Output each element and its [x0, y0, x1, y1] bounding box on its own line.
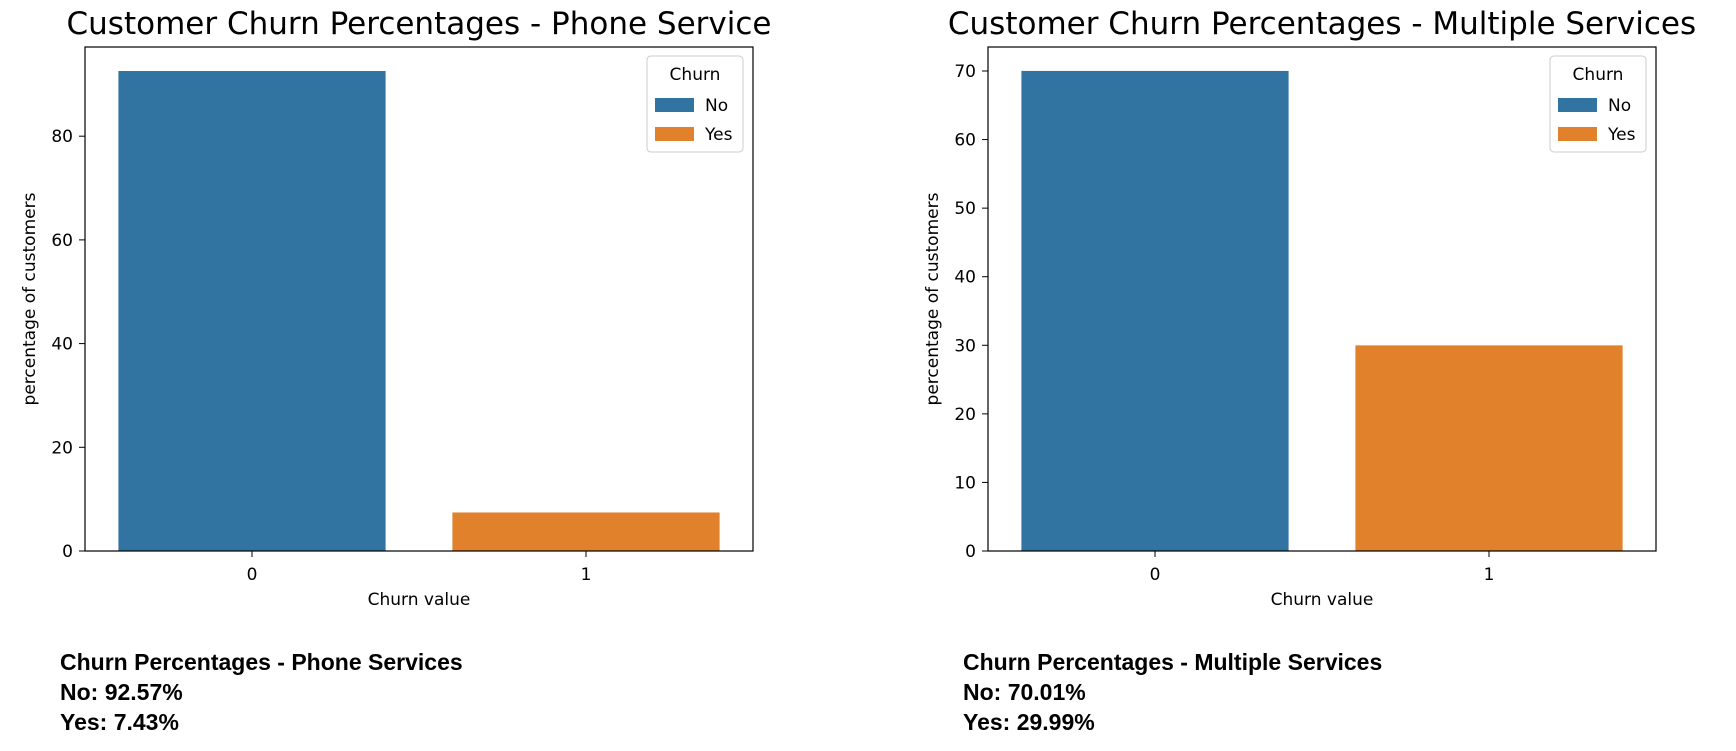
x-axis-label: Churn value	[1271, 590, 1374, 610]
y-tick-label: 0	[62, 542, 73, 562]
plot-frame	[84, 46, 754, 552]
y-tick-label: 50	[954, 199, 976, 219]
y-axis-label: percentage of customers	[923, 192, 943, 405]
y-tick-label: 30	[954, 336, 976, 356]
legend-entry-yes: Yes	[1607, 125, 1636, 145]
chart-1: Customer Churn Percentages - Multiple Se…	[923, 6, 1696, 610]
summary-phone-heading: Churn Percentages - Phone Services	[60, 649, 463, 675]
summary-phone-no: No: 92.57%	[60, 679, 183, 705]
y-tick-label: 70	[954, 62, 976, 82]
y-tick-label: 40	[51, 335, 73, 355]
x-tick-label: 0	[247, 565, 258, 585]
charts-canvas: Customer Churn Percentages - Phone Servi…	[20, 6, 1696, 610]
x-tick-label: 0	[1150, 565, 1161, 585]
y-tick-label: 60	[954, 131, 976, 151]
summary-phone: Churn Percentages - Phone Services No: 9…	[60, 647, 463, 737]
chart-title: Customer Churn Percentages - Phone Servi…	[67, 6, 772, 42]
legend-title: Churn	[670, 65, 721, 85]
summary-phone-yes: Yes: 7.43%	[60, 709, 179, 735]
chart-0: Customer Churn Percentages - Phone Servi…	[20, 6, 771, 610]
chart-title: Customer Churn Percentages - Multiple Se…	[948, 6, 1696, 42]
plot-frame	[987, 46, 1657, 552]
legend-swatch-no	[655, 98, 694, 112]
legend-entry-no: No	[1608, 96, 1631, 116]
y-axis-label: percentage of customers	[20, 192, 40, 405]
x-axis-label: Churn value	[368, 590, 471, 610]
legend: Churn No Yes	[646, 55, 744, 153]
y-tick-label: 80	[51, 127, 73, 147]
x-tick-label: 1	[581, 565, 592, 585]
bar-no-0	[1021, 70, 1289, 551]
y-tick-label: 40	[954, 268, 976, 288]
y-tick-label: 20	[51, 438, 73, 458]
bar-no-0	[118, 71, 386, 551]
legend-title: Churn	[1573, 65, 1624, 85]
legend-swatch-yes	[655, 127, 694, 141]
y-tick-label: 0	[965, 542, 976, 562]
summary-multiple-no: No: 70.01%	[963, 679, 1086, 705]
bar-yes-1	[1355, 345, 1623, 551]
y-tick-label: 60	[51, 231, 73, 251]
legend-swatch-yes	[1558, 127, 1597, 141]
legend-entry-yes: Yes	[704, 125, 733, 145]
summary-multiple: Churn Percentages - Multiple Services No…	[963, 647, 1382, 737]
y-tick-label: 10	[954, 473, 976, 493]
legend: Churn No Yes	[1549, 55, 1647, 153]
bar-yes-1	[452, 512, 720, 551]
legend-swatch-no	[1558, 98, 1597, 112]
x-tick-label: 1	[1484, 565, 1495, 585]
summary-multiple-yes: Yes: 29.99%	[963, 709, 1095, 735]
summary-multiple-heading: Churn Percentages - Multiple Services	[963, 649, 1383, 675]
legend-entry-no: No	[705, 96, 728, 116]
y-tick-label: 20	[954, 405, 976, 425]
